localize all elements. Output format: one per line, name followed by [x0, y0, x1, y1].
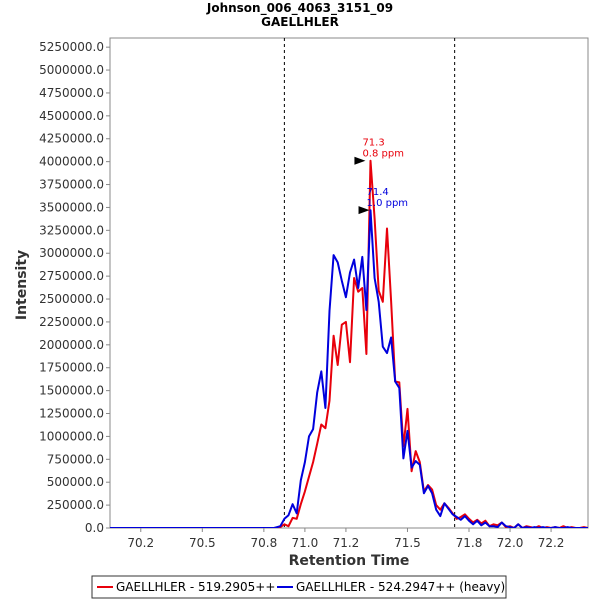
legend: GAELLHLER - 519.2905++ GAELLHLER - 524.2…: [91, 575, 507, 599]
y-tick-label: 3000000.0: [39, 246, 104, 260]
y-tick-label: 750000.0: [47, 452, 104, 466]
x-tick-label: 70.8: [251, 536, 278, 550]
peak-annotations: 71.30.8 ppm 71.41.0 ppm: [354, 138, 409, 215]
peak-arrow: [358, 206, 370, 215]
legend-box: [91, 575, 507, 599]
x-tick-label: 70.2: [127, 536, 154, 550]
y-tick-label: 2750000.0: [39, 269, 104, 283]
y-tick-label: 5250000.0: [39, 40, 104, 54]
x-tick-label: 71.5: [394, 536, 421, 550]
y-tick-label: 3250000.0: [39, 223, 104, 237]
chart-title: Johnson_006_4063_3151_09: [206, 1, 393, 16]
y-tick-label: 2500000.0: [39, 292, 104, 306]
y-tick-label: 0.0: [85, 521, 104, 535]
y-tick-label: 1500000.0: [39, 384, 104, 398]
x-axis-label: Retention Time: [289, 553, 410, 569]
y-tick-label: 4000000.0: [39, 155, 104, 169]
y-tick-label: 2250000.0: [39, 315, 104, 329]
peak-ppm-label: 0.8 ppm: [362, 149, 404, 160]
y-tick-label: 4750000.0: [39, 86, 104, 100]
y-tick-label: 5000000.0: [39, 63, 104, 77]
legend-item-heavy: GAELLHLER - 524.2947++ (heavy): [296, 580, 505, 594]
x-tick-label: 71.8: [456, 536, 483, 550]
legend-item-light: GAELLHLER - 519.2905++: [116, 580, 275, 594]
x-tick-label: 70.5: [189, 536, 216, 550]
series-layer: [110, 159, 588, 528]
y-tick-label: 1750000.0: [39, 361, 104, 375]
peak-rt-label: 71.4: [367, 187, 389, 198]
chart-subtitle: GAELLHLER: [261, 15, 339, 29]
x-tick-label: 71.0: [292, 536, 319, 550]
y-tick-label: 3750000.0: [39, 178, 104, 192]
y-tick-label: 500000.0: [47, 475, 104, 489]
x-tick-label: 72.2: [538, 536, 565, 550]
x-tick-label: 72.0: [497, 536, 524, 550]
y-axis-label: Intensity: [14, 250, 30, 320]
y-tick-label: 4250000.0: [39, 132, 104, 146]
y-tick-label: 250000.0: [47, 498, 104, 512]
series-line-heavy: [110, 209, 588, 528]
y-tick-label: 3500000.0: [39, 200, 104, 214]
y-tick-label: 4500000.0: [39, 109, 104, 123]
x-tick-label: 71.2: [333, 536, 360, 550]
y-tick-label: 1250000.0: [39, 407, 104, 421]
integration-boundaries: [283, 38, 456, 528]
peak-ppm-label: 1.0 ppm: [367, 198, 409, 209]
y-tick-label: 2000000.0: [39, 338, 104, 352]
x-axis: 70.2 70.5 70.8 71.0 71.2 71.5 71.8 72.0 72.2: [127, 528, 564, 550]
peak-rt-label: 71.3: [362, 138, 384, 149]
peak-arrow: [354, 156, 366, 165]
y-axis: 0.0 250000.0 500000.0 750000.0 1000000.0 1250…: [39, 40, 110, 535]
y-tick-label: 1000000.0: [39, 429, 104, 443]
